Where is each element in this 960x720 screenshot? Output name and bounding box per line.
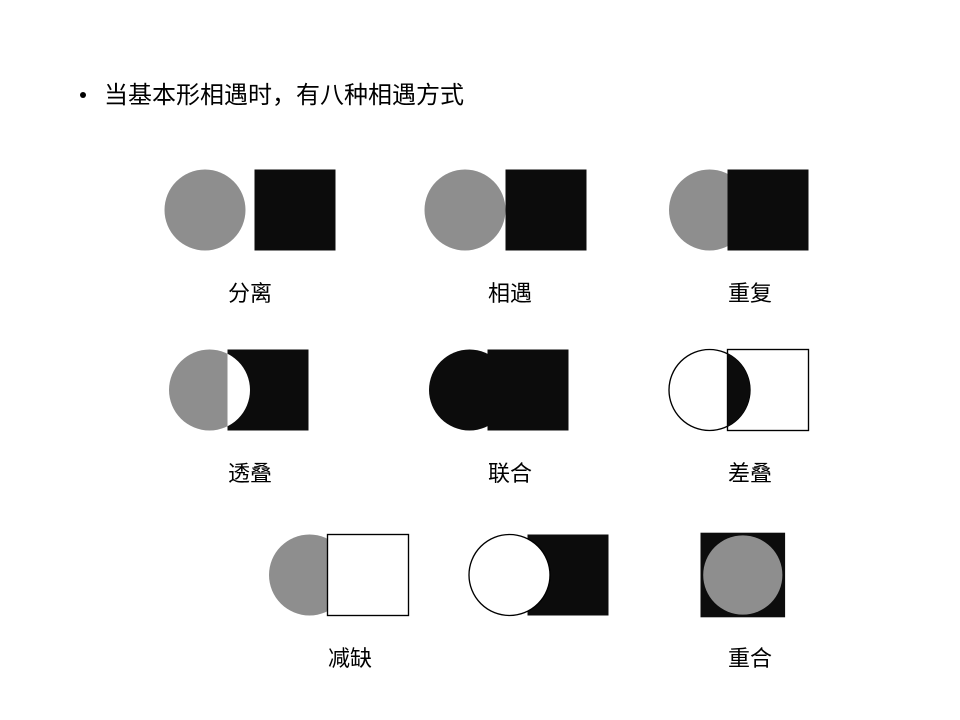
figure-chonghe: 重合: [620, 520, 880, 673]
caption-chonghe: 重合: [620, 641, 880, 673]
title-line: 当基本形相遇时，有八种相遇方式: [80, 80, 464, 114]
figure-chadie: 差叠: [620, 335, 880, 488]
svg-jianque-b: [460, 520, 640, 630]
square-shape: [488, 350, 569, 431]
title-text: 当基本形相遇时，有八种相遇方式: [104, 83, 464, 109]
figure-chongfu: 重复: [620, 155, 880, 308]
figure-toudie: 透叠: [120, 335, 380, 488]
svg-lianhe: [420, 335, 600, 445]
svg-toudie: [160, 335, 340, 445]
caption-fenli: 分离: [120, 276, 380, 308]
caption-chongfu: 重复: [620, 276, 880, 308]
caption-lianhe: 联合: [380, 456, 640, 488]
figure-fenli: 分离: [120, 155, 380, 308]
square-shape: [328, 535, 409, 616]
svg-chadie: [660, 335, 840, 445]
svg-jianque-a: [260, 520, 440, 630]
figure-lianhe: 联合: [380, 335, 640, 488]
page: 当基本形相遇时，有八种相遇方式 分离 相遇 重复: [0, 0, 960, 720]
caption-chadie: 差叠: [620, 456, 880, 488]
figure-xiangyu: 相遇: [380, 155, 640, 308]
svg-fenli: [160, 155, 340, 265]
circle-shape: [165, 170, 246, 251]
svg-chonghe: [660, 520, 840, 630]
square-shape: [506, 170, 587, 251]
caption-xiangyu: 相遇: [380, 276, 640, 308]
circle-shape: [425, 170, 506, 251]
square-shape: [255, 170, 336, 251]
square-shape: [728, 170, 809, 251]
caption-jianque: 减缺: [220, 641, 480, 673]
circle-shape: [703, 535, 782, 614]
caption-toudie: 透叠: [120, 456, 380, 488]
bullet-icon: [80, 92, 86, 98]
svg-xiangyu: [420, 155, 600, 265]
svg-chongfu: [660, 155, 840, 265]
